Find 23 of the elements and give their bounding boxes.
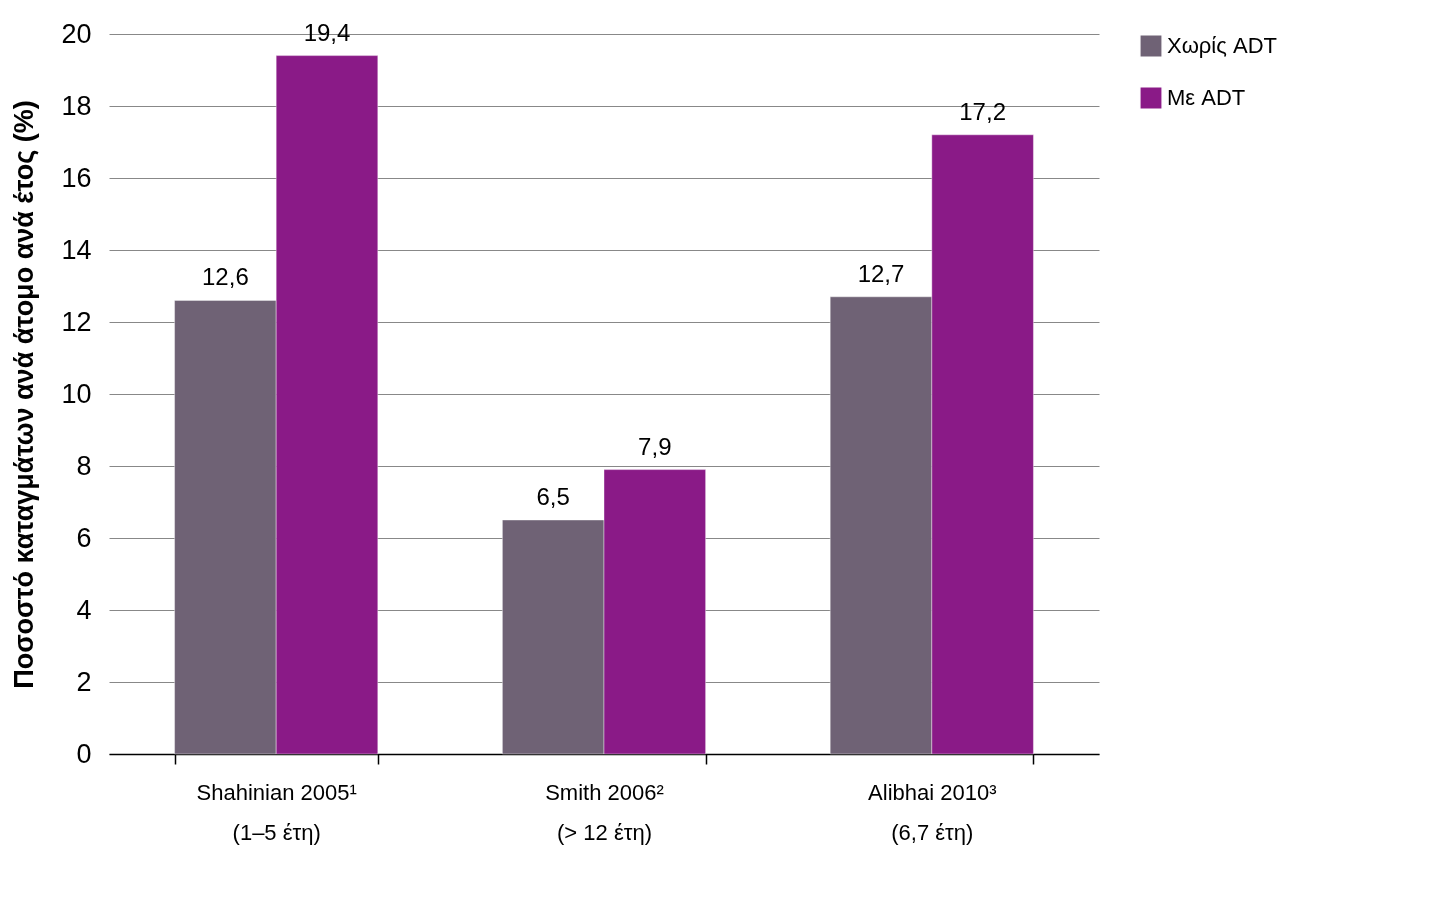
- y-tick-label: 18: [61, 90, 92, 121]
- y-tick-label: 8: [76, 450, 92, 481]
- y-tick-label: 10: [61, 378, 92, 409]
- y-tick-label: 20: [61, 18, 92, 49]
- data-label: 6,5: [536, 483, 570, 510]
- y-tick-label: 2: [76, 666, 92, 697]
- y-tick-label: 0: [76, 738, 92, 769]
- data-label: 12,7: [857, 259, 905, 287]
- y-tick-label: 16: [61, 162, 92, 193]
- y-tick-label: 4: [76, 594, 92, 625]
- legend-label: Χωρίς ADT: [1167, 33, 1277, 58]
- y-tick-label: 6: [76, 522, 92, 553]
- x-tick-label: Smith 2006² (> 12 έτη): [545, 779, 664, 845]
- x-tick-label: Alibhai 2010³ (6,7 έτη): [868, 779, 997, 845]
- y-tick-label: 14: [61, 234, 92, 265]
- data-label: 19,4: [303, 18, 351, 46]
- legend-label: Με ADT: [1167, 85, 1246, 110]
- x-tick-label: Shahinian 2005¹ (1–5 έτη): [196, 779, 357, 845]
- data-label: 7,9: [638, 432, 672, 460]
- y-axis-title: Ποσοστό καταγμάτων ανά άτομο ανά έτος (%): [9, 100, 40, 689]
- data-label: 17,2: [959, 97, 1006, 125]
- y-tick-label: 12: [61, 306, 92, 337]
- data-label: 12,6: [202, 263, 249, 291]
